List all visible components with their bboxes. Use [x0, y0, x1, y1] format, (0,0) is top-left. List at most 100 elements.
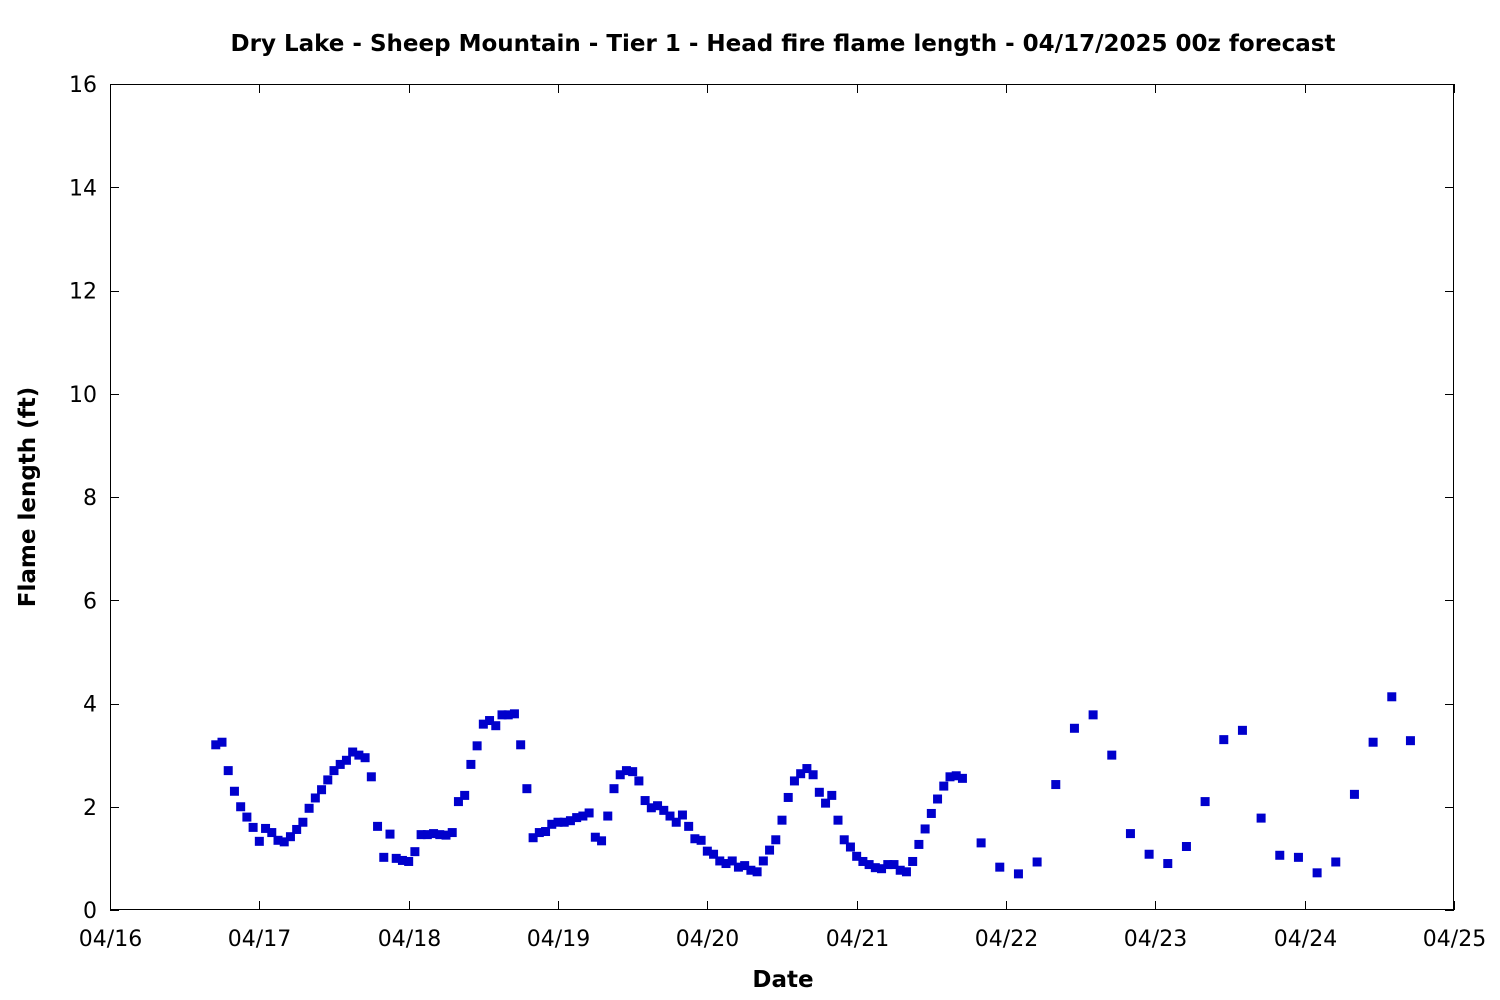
data-point — [1125, 829, 1135, 839]
y-tick-label: 10 — [69, 383, 97, 408]
data-point — [821, 798, 831, 808]
data-point — [957, 773, 967, 783]
data-point — [839, 835, 849, 845]
data-point — [1256, 813, 1266, 823]
data-point — [802, 764, 812, 774]
data-point — [926, 808, 936, 818]
data-point — [1331, 857, 1341, 867]
data-point — [329, 766, 339, 776]
data-point — [503, 710, 513, 720]
plot-frame — [110, 84, 1454, 910]
data-point — [273, 835, 283, 845]
data-point — [1293, 852, 1303, 862]
data-point — [292, 824, 302, 834]
y-tick-label: 4 — [83, 693, 97, 718]
data-point — [933, 794, 943, 804]
data-point — [509, 709, 519, 719]
data-point — [945, 772, 955, 782]
data-point — [298, 817, 308, 827]
data-point — [640, 796, 650, 806]
data-point — [702, 846, 712, 856]
data-point — [1032, 857, 1042, 867]
data-point — [304, 803, 314, 813]
x-tick-label: 04/18 — [378, 927, 441, 952]
y-tick-label: 12 — [69, 280, 97, 305]
data-point — [373, 821, 383, 831]
data-point — [808, 770, 818, 780]
data-point — [677, 810, 687, 820]
data-point — [354, 750, 364, 760]
x-tick-label: 04/17 — [228, 927, 291, 952]
data-point — [1200, 797, 1210, 807]
x-tick-label: 04/25 — [1423, 927, 1486, 952]
data-point — [939, 781, 949, 791]
data-point — [1219, 735, 1229, 745]
data-point — [746, 865, 756, 875]
data-point — [1181, 842, 1191, 852]
data-point — [995, 862, 1005, 872]
data-point — [217, 737, 227, 747]
data-point — [615, 770, 625, 780]
data-point — [852, 851, 862, 861]
data-point — [416, 830, 426, 840]
data-point — [914, 839, 924, 849]
y-tick-label: 2 — [83, 796, 97, 821]
data-point — [1107, 750, 1117, 760]
data-point — [453, 797, 463, 807]
data-point — [485, 716, 495, 726]
data-point — [870, 863, 880, 873]
data-point — [597, 836, 607, 846]
data-point — [920, 824, 930, 834]
data-point — [1144, 849, 1154, 859]
data-point — [1069, 723, 1079, 733]
data-point — [248, 822, 258, 832]
data-point — [211, 740, 221, 750]
data-point — [883, 860, 893, 870]
x-tick-label: 04/20 — [676, 927, 739, 952]
data-point — [771, 835, 781, 845]
data-point — [397, 855, 407, 865]
x-tick-label: 04/19 — [527, 927, 590, 952]
data-point — [908, 856, 918, 866]
data-point — [335, 759, 345, 769]
data-point — [460, 790, 470, 800]
data-point — [1349, 789, 1359, 799]
data-point — [858, 856, 868, 866]
data-point — [385, 829, 395, 839]
data-point — [404, 856, 414, 866]
data-point — [522, 784, 532, 794]
data-point — [559, 817, 569, 827]
data-point — [1237, 725, 1247, 735]
x-tick-label: 04/23 — [1124, 927, 1187, 952]
data-point — [565, 816, 575, 826]
data-point — [715, 856, 725, 866]
data-point — [223, 766, 233, 776]
data-point — [254, 836, 264, 846]
data-point — [441, 830, 451, 840]
y-axis-label: Flame length (ft) — [15, 387, 41, 607]
x-tick-label: 04/24 — [1274, 927, 1337, 952]
data-point — [733, 862, 743, 872]
y-tick-label: 0 — [83, 899, 97, 924]
data-point — [516, 740, 526, 750]
data-point — [877, 864, 887, 874]
chart-title: Dry Lake - Sheep Mountain - Tier 1 - Hea… — [231, 31, 1336, 57]
y-tick-label: 16 — [69, 73, 97, 98]
data-point — [317, 785, 327, 795]
data-point — [261, 823, 271, 833]
data-point — [621, 766, 631, 776]
data-point — [279, 837, 289, 847]
data-point — [1088, 710, 1098, 720]
data-point — [472, 741, 482, 751]
data-point — [341, 755, 351, 765]
data-point — [665, 811, 675, 821]
data-point — [528, 833, 538, 843]
data-point — [628, 767, 638, 777]
data-point — [796, 769, 806, 779]
x-tick-label: 04/22 — [975, 927, 1038, 952]
data-point — [976, 838, 986, 848]
data-point — [491, 721, 501, 731]
data-point — [864, 860, 874, 870]
data-point — [727, 856, 737, 866]
data-point — [1275, 850, 1285, 860]
